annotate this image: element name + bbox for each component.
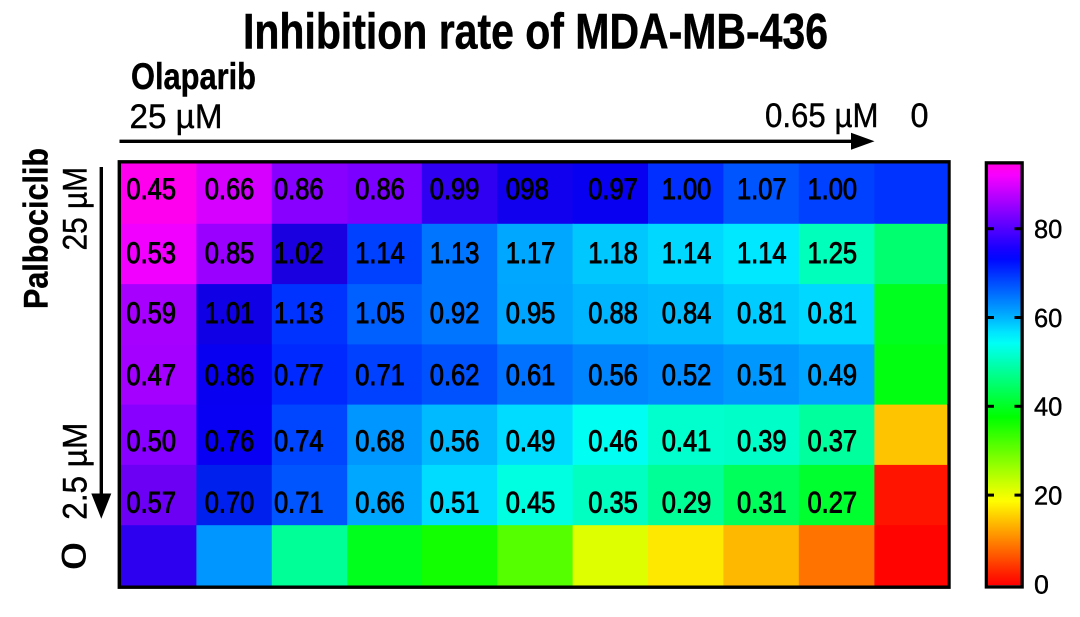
svg-text:0: 0 — [911, 97, 929, 135]
svg-text:1.17: 1.17 — [506, 237, 556, 270]
svg-text:1.14: 1.14 — [737, 237, 787, 270]
svg-text:0.27: 0.27 — [808, 487, 858, 520]
svg-text:1.00: 1.00 — [662, 173, 712, 206]
svg-text:40: 40 — [1034, 392, 1062, 422]
svg-text:0.46: 0.46 — [588, 425, 638, 458]
svg-text:0.77: 0.77 — [274, 359, 324, 392]
svg-text:0.81: 0.81 — [737, 297, 787, 330]
svg-text:0.51: 0.51 — [430, 487, 480, 520]
svg-text:1.07: 1.07 — [737, 173, 787, 206]
svg-text:1.13: 1.13 — [430, 237, 480, 270]
svg-text:0.86: 0.86 — [205, 359, 255, 392]
svg-text:1.14: 1.14 — [355, 237, 405, 270]
svg-text:0.51: 0.51 — [737, 359, 787, 392]
svg-text:20: 20 — [1034, 480, 1062, 510]
svg-text:0.86: 0.86 — [274, 173, 324, 206]
svg-text:0.45: 0.45 — [506, 487, 556, 520]
svg-text:1.25: 1.25 — [808, 237, 858, 270]
svg-text:0.84: 0.84 — [662, 297, 712, 330]
svg-text:0.62: 0.62 — [430, 359, 480, 392]
svg-text:0.52: 0.52 — [662, 359, 712, 392]
svg-text:1.02: 1.02 — [274, 237, 324, 270]
svg-text:1.14: 1.14 — [662, 237, 712, 270]
svg-text:0: 0 — [56, 542, 94, 570]
svg-text:1.18: 1.18 — [588, 237, 638, 270]
svg-text:0.74: 0.74 — [274, 425, 324, 458]
svg-text:25 µM: 25 µM — [130, 98, 223, 136]
svg-text:0.49: 0.49 — [506, 425, 556, 458]
svg-text:60: 60 — [1034, 303, 1062, 333]
svg-text:0.70: 0.70 — [205, 487, 255, 520]
svg-text:0.88: 0.88 — [588, 297, 638, 330]
svg-text:0.56: 0.56 — [588, 359, 638, 392]
svg-text:1.00: 1.00 — [808, 173, 858, 206]
svg-text:0.57: 0.57 — [126, 487, 176, 520]
svg-text:1.13: 1.13 — [274, 297, 324, 330]
svg-text:0.97: 0.97 — [588, 173, 638, 206]
svg-text:0.53: 0.53 — [126, 237, 176, 270]
svg-text:1.01: 1.01 — [205, 297, 255, 330]
svg-text:0.37: 0.37 — [808, 425, 858, 458]
svg-text:2.5 µM: 2.5 µM — [56, 423, 94, 520]
svg-text:0.50: 0.50 — [126, 425, 176, 458]
svg-text:0.81: 0.81 — [808, 297, 858, 330]
svg-text:0.61: 0.61 — [506, 359, 556, 392]
svg-text:Inhibition rate of MDA-MB-436: Inhibition rate of MDA-MB-436 — [243, 4, 828, 60]
svg-text:0.65 µM: 0.65 µM — [765, 97, 879, 135]
svg-text:0.39: 0.39 — [737, 425, 787, 458]
svg-text:80: 80 — [1034, 214, 1062, 244]
svg-text:0.71: 0.71 — [274, 487, 324, 520]
svg-text:0.35: 0.35 — [588, 487, 638, 520]
svg-text:0.41: 0.41 — [662, 425, 712, 458]
svg-text:0: 0 — [1034, 570, 1049, 600]
svg-text:0.56: 0.56 — [430, 425, 480, 458]
svg-text:25 µM: 25 µM — [57, 167, 95, 251]
svg-text:0.29: 0.29 — [662, 487, 712, 520]
svg-text:0.45: 0.45 — [126, 173, 176, 206]
svg-text:0.66: 0.66 — [355, 487, 405, 520]
svg-text:0.92: 0.92 — [430, 297, 480, 330]
svg-text:0.86: 0.86 — [355, 173, 405, 206]
svg-text:0.71: 0.71 — [355, 359, 405, 392]
svg-text:0.66: 0.66 — [205, 173, 255, 206]
svg-text:0.68: 0.68 — [355, 425, 405, 458]
svg-text:1.05: 1.05 — [355, 297, 405, 330]
svg-text:0.95: 0.95 — [506, 297, 556, 330]
svg-text:0.76: 0.76 — [205, 425, 255, 458]
svg-text:098: 098 — [506, 173, 549, 206]
svg-text:0.59: 0.59 — [126, 297, 176, 330]
svg-text:0.31: 0.31 — [737, 487, 787, 520]
svg-text:Olaparib: Olaparib — [131, 56, 256, 97]
svg-text:0.49: 0.49 — [808, 359, 858, 392]
svg-text:0.85: 0.85 — [205, 237, 255, 270]
svg-text:0.47: 0.47 — [126, 359, 176, 392]
svg-text:0.99: 0.99 — [430, 173, 480, 206]
svg-text:Palbociclib: Palbociclib — [18, 148, 56, 309]
